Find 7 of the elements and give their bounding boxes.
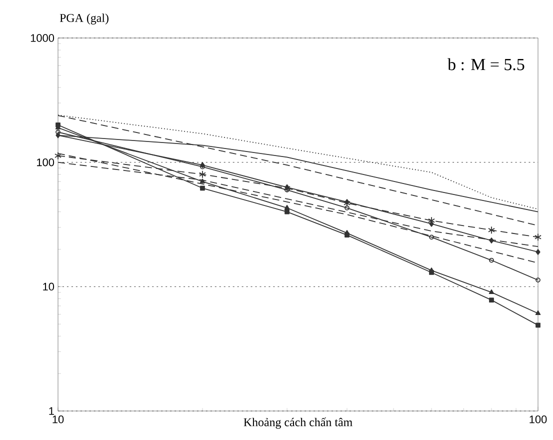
y-tick-label: 1000 <box>30 34 54 42</box>
y-tick-label: 1 <box>49 407 54 415</box>
y-tick-label: 100 <box>37 158 54 166</box>
x-axis-title: Khoảng cách chấn tâm <box>244 418 352 429</box>
y-tick-label: 10 <box>43 282 54 291</box>
y-axis-title: PGA (gal) <box>60 14 108 24</box>
annotation: b : M = 5.5 <box>448 58 524 70</box>
